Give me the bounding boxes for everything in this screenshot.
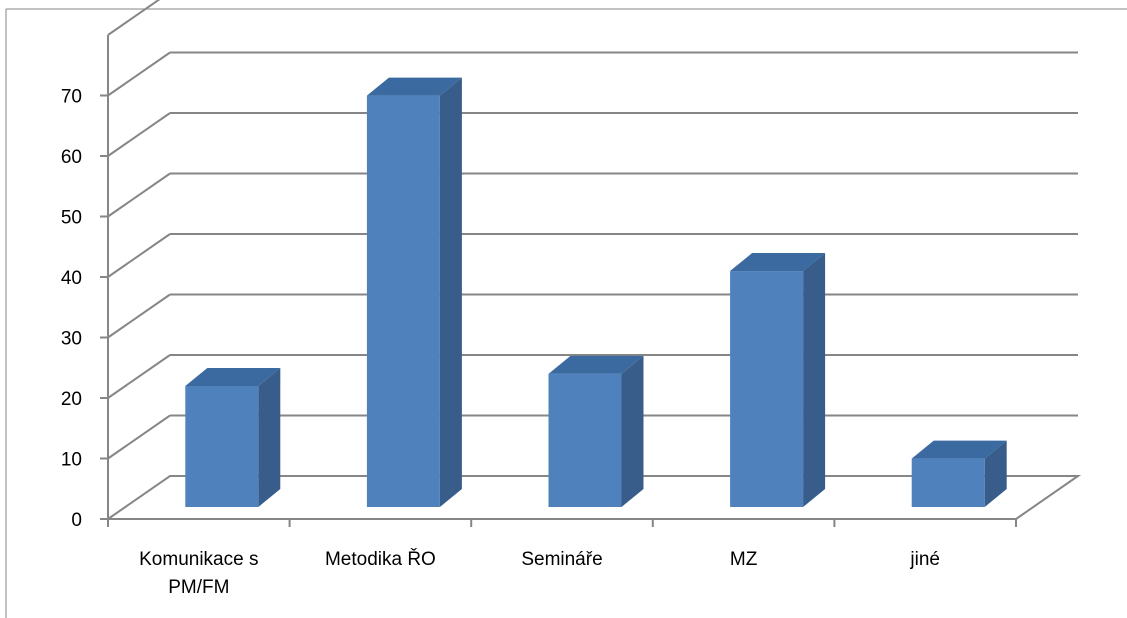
- x-tick-label: Semináře: [521, 549, 602, 570]
- gridline-side: [107, 414, 171, 460]
- bar: [730, 271, 804, 507]
- gridline-side: [107, 51, 171, 97]
- gridline-side: [107, 233, 171, 278]
- x-tick-label: jiné: [909, 549, 940, 570]
- bar-top: [730, 253, 826, 272]
- bar-side: [439, 77, 462, 507]
- y-tick-label: 0: [71, 510, 82, 531]
- gridline-side: [107, 0, 161, 36]
- y-tick-label: 60: [61, 147, 82, 168]
- y-tick-label: 70: [61, 87, 82, 108]
- x-tick-label: PM/FM: [168, 577, 229, 598]
- x-tick-label: Metodika ŘO: [325, 548, 436, 570]
- bar-top: [548, 355, 644, 374]
- bar: [185, 386, 259, 507]
- x-tick-label: Komunikace s: [139, 549, 258, 570]
- gridline-side: [107, 112, 171, 157]
- gridline-side: [107, 293, 171, 339]
- bar-top: [911, 440, 1007, 459]
- bar-top: [185, 368, 281, 386]
- bar-side: [621, 355, 644, 507]
- bar-side: [258, 368, 281, 507]
- bar: [366, 95, 440, 507]
- x-tick-label: MZ: [730, 549, 758, 570]
- bar-top: [366, 77, 462, 96]
- y-tick-label: 10: [61, 450, 82, 471]
- y-tick-label: 30: [61, 329, 82, 350]
- y-tick-label: 40: [61, 268, 82, 289]
- gridline-side: [107, 354, 171, 399]
- bar: [548, 373, 622, 507]
- gridline-side: [107, 172, 171, 218]
- y-tick-label: 50: [61, 208, 82, 229]
- bar: [911, 458, 985, 507]
- bar-side: [984, 440, 1007, 507]
- bar-side: [803, 253, 826, 507]
- y-tick-label: 20: [61, 389, 82, 410]
